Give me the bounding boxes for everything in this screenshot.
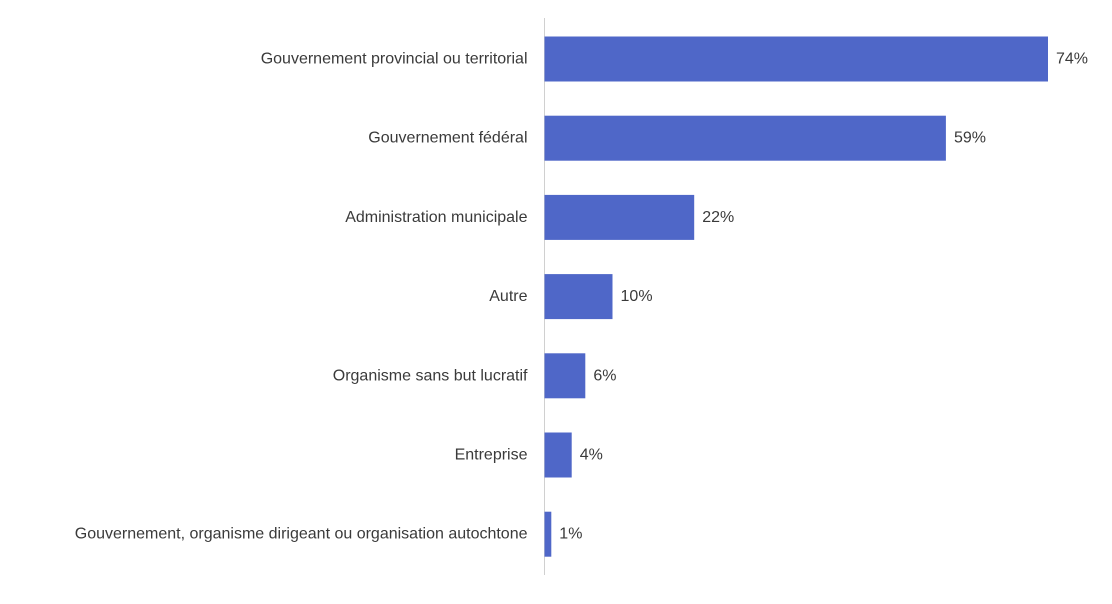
value-label: 74% (1056, 51, 1088, 68)
value-labels-group: 74% 59% 22% 10% 6% 4% 1% (559, 51, 1088, 543)
value-label: 1% (559, 526, 582, 543)
category-label: Administration municipale (345, 209, 527, 226)
value-label: 59% (954, 130, 986, 147)
bars-group (544, 36, 1048, 557)
category-labels-group: Gouvernement provincial ou territorial Go… (75, 51, 528, 543)
bar (544, 36, 1048, 82)
category-label: Organisme sans but lucratif (333, 367, 528, 384)
value-label: 4% (580, 447, 603, 464)
category-label: Gouvernement provincial ou territorial (261, 51, 528, 68)
value-label: 22% (702, 209, 734, 226)
category-label: Autre (489, 288, 527, 305)
category-label: Entreprise (455, 447, 528, 464)
bar (544, 353, 586, 399)
value-label: 10% (621, 288, 653, 305)
bar (544, 194, 695, 240)
bar (544, 274, 613, 320)
bar (544, 115, 946, 161)
category-label: Gouvernement fédéral (368, 130, 527, 147)
category-label: Gouvernement, organisme dirigeant ou org… (75, 526, 528, 543)
bar (544, 511, 552, 557)
bar (544, 432, 572, 478)
value-label: 6% (593, 367, 616, 384)
